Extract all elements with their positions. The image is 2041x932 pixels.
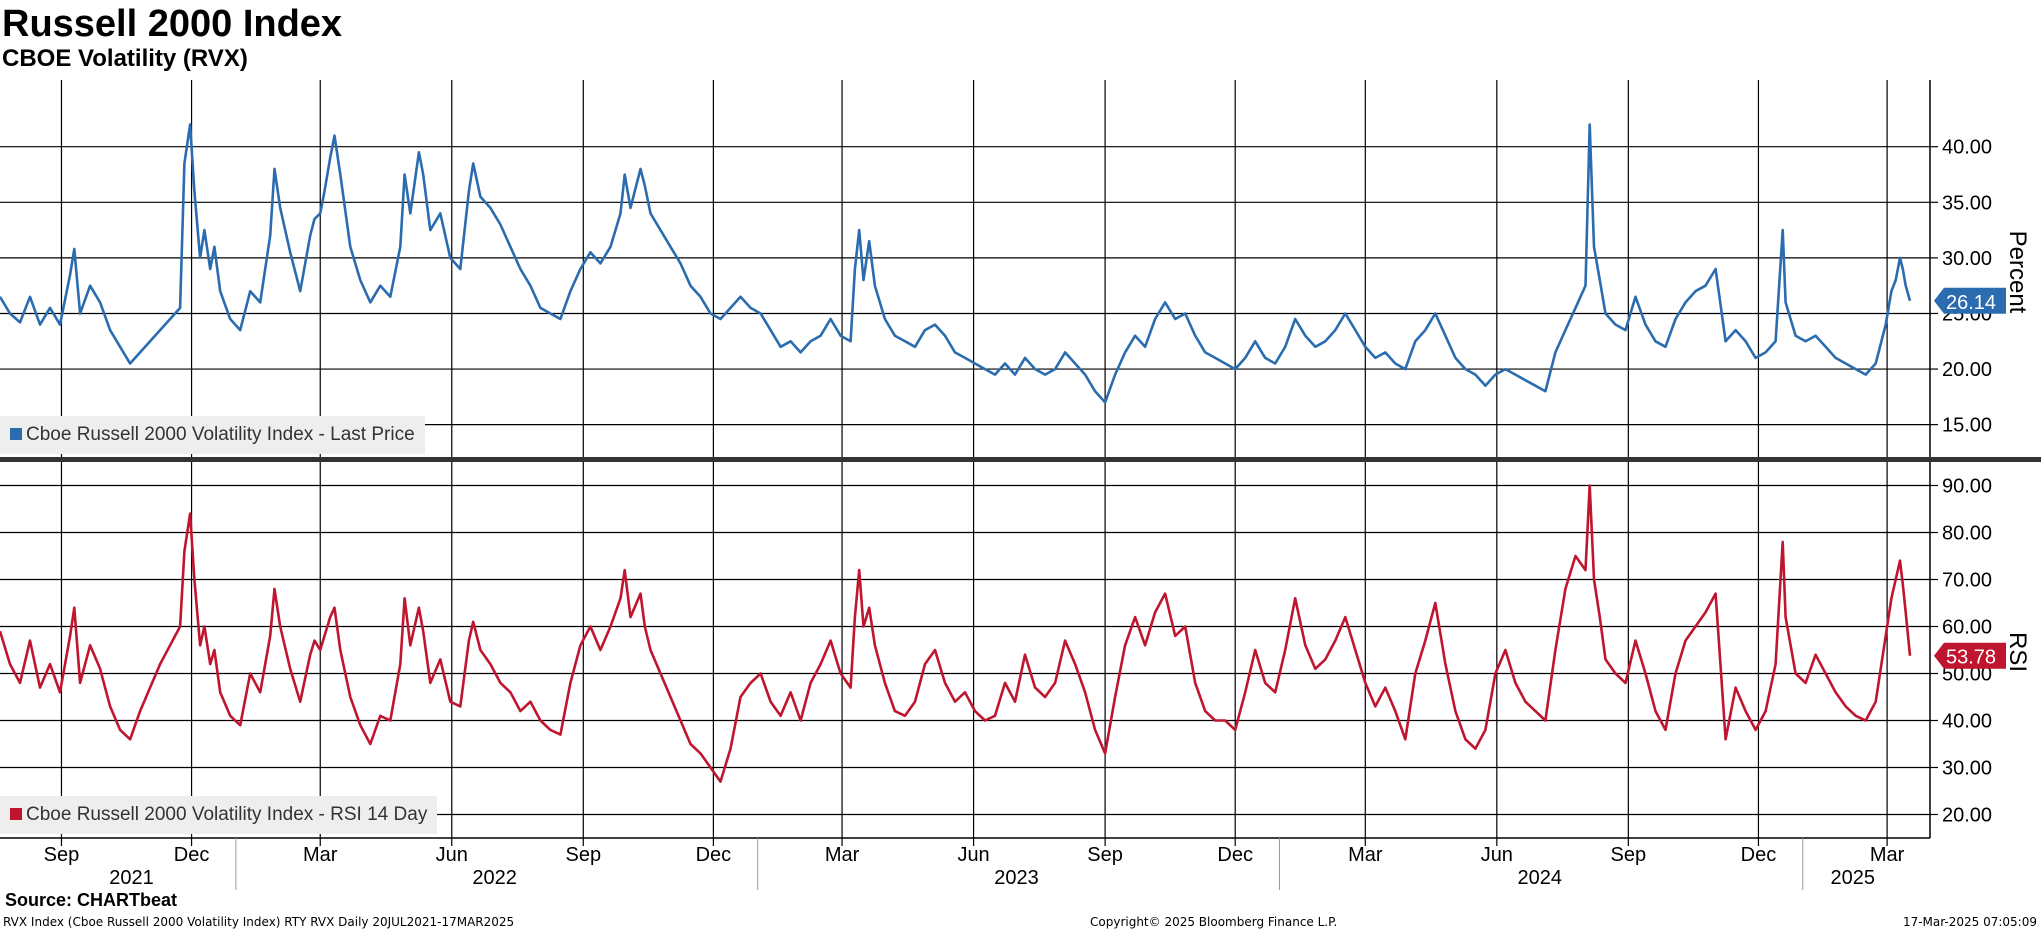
price-series-line [0,123,1912,404]
last-value-tag [1934,642,2006,669]
last-value-label: 53.78 [1946,647,1996,669]
x-tick-label: Dec [174,844,210,866]
legend-rsi: Cboe Russell 2000 Volatility Index - RSI… [0,796,438,834]
x-tick-label: Dec [1741,844,1777,866]
y-tick-label: 40.00 [1942,711,1992,733]
x-tick-label: Mar [303,844,338,866]
x-tick-label: Jun [436,844,468,866]
source-note: Source: CHARTbeat [5,890,178,910]
x-tick-label: Dec [696,844,732,866]
y-axis-title: Percent [2004,231,2031,314]
series-lines [0,123,1912,783]
last-value-tag [1934,287,2006,314]
grid-lines [0,80,1930,838]
y-tick-label: 35.00 [1942,192,1992,214]
y-tick-label: 50.00 [1942,664,1992,686]
last-value-label: 26.14 [1946,292,1996,314]
y-tick-label: 15.00 [1942,415,1992,437]
y-tick-label: 90.00 [1942,476,1992,498]
year-label: 2023 [994,867,1039,889]
legend-price-label: Cboe Russell 2000 Volatility Index - Las… [26,424,415,445]
year-label: 2022 [472,867,517,889]
panel-divider [0,457,2041,462]
y-tick-label: 20.00 [1942,359,1992,381]
x-tick-label: Sep [1611,844,1647,866]
x-tick-label: Jun [1481,844,1513,866]
year-label: 2021 [109,867,154,889]
ticker-info: RVX Index (Cboe Russell 2000 Volatility … [3,915,515,929]
y-tick-label: 40.00 [1942,137,1992,159]
year-label: 2025 [1831,867,1876,889]
y-tick-label: 20.00 [1942,805,1992,827]
y-tick-label: 60.00 [1942,617,1992,639]
y-tick-label: 30.00 [1942,248,1992,270]
chart-subtitle: CBOE Volatility (RVX) [2,45,248,72]
legend-rsi-label: Cboe Russell 2000 Volatility Index - RSI… [26,804,428,825]
copyright: Copyright© 2025 Bloomberg Finance L.P. [1090,915,1338,929]
x-tick-label: Mar [1348,844,1383,866]
legend-price-swatch [10,428,22,440]
legend-rsi-swatch [10,808,22,820]
x-tick-label: Dec [1217,844,1253,866]
x-tick-label: Sep [44,844,80,866]
y-axis-title: RSI [2004,632,2031,672]
x-tick-label: Mar [1870,844,1905,866]
y-tick-label: 80.00 [1942,523,1992,545]
x-tick-label: Sep [565,844,601,866]
y-tick-label: 30.00 [1942,758,1992,780]
year-label: 2024 [1517,867,1562,889]
y-tick-label: 70.00 [1942,570,1992,592]
rsi-series-line [0,484,1912,783]
chart-title: Russell 2000 Index [2,3,343,45]
timestamp: 17-Mar-2025 07:05:09 [1902,915,2037,929]
legend-price: Cboe Russell 2000 Volatility Index - Las… [0,416,425,454]
x-tick-label: Jun [957,844,989,866]
x-tick-label: Sep [1087,844,1123,866]
x-tick-label: Mar [825,844,860,866]
